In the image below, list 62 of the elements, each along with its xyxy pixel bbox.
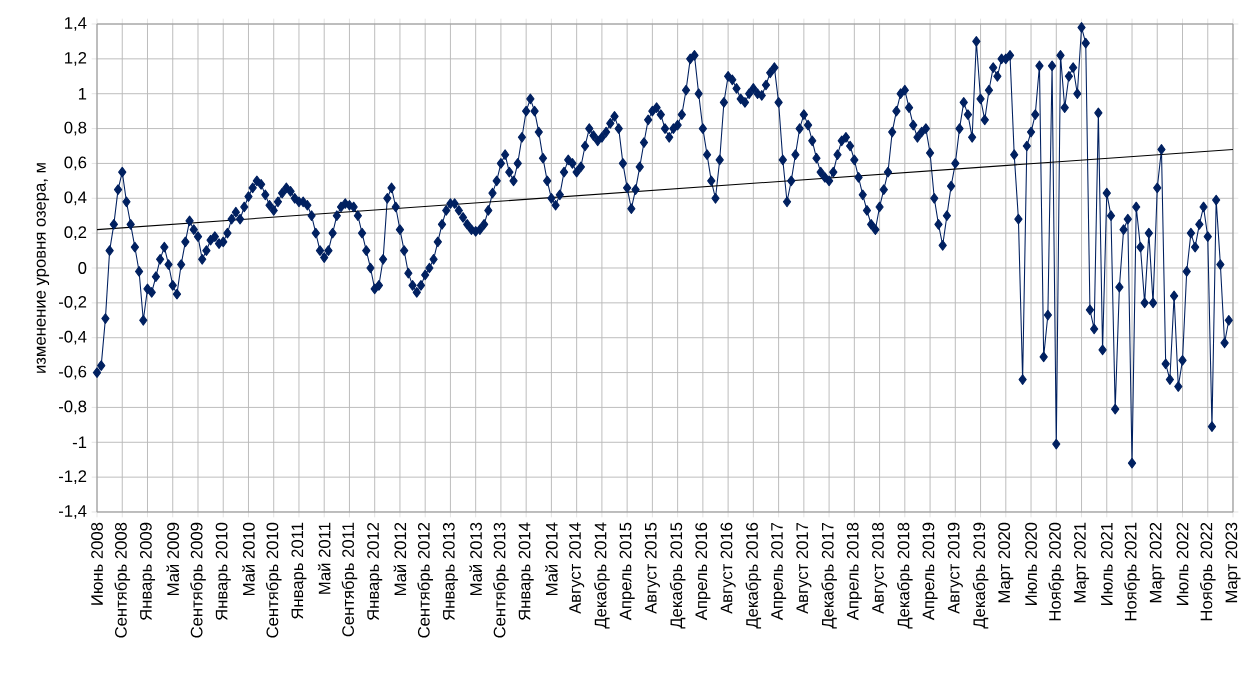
x-tick-label: Январь 2010 bbox=[215, 522, 231, 621]
x-tick-label: Декабрь 2014 bbox=[594, 522, 610, 629]
x-tick-label: Май 2012 bbox=[393, 522, 407, 596]
x-tick-label: Март 2021 bbox=[1073, 522, 1090, 603]
x-tick-label: Май 2013 bbox=[469, 522, 482, 596]
x-tick-label: Май 2014 bbox=[545, 522, 558, 596]
x-tick-label: Март 2023 bbox=[1225, 522, 1241, 603]
x-tick-label: Август 2016 bbox=[720, 522, 736, 614]
y-tick-label: -1,4 bbox=[58, 505, 87, 519]
x-tick-label: Август 2017 bbox=[796, 522, 812, 614]
x-tick-label: Сентябрь 2013 bbox=[493, 522, 509, 638]
x-tick-label: Сентябрь 2008 bbox=[114, 522, 131, 638]
x-tick-label: Август 2014 bbox=[569, 522, 585, 614]
x-tick-label: Сентябрь 2011 bbox=[341, 522, 358, 637]
x-tick-label: Август 2015 bbox=[644, 522, 660, 614]
y-tick-label: -1 bbox=[72, 436, 87, 449]
x-tick-label: Март 2022 bbox=[1149, 522, 1165, 603]
x-tick-label: Сентябрь 2010 bbox=[265, 522, 282, 638]
x-tick-label: Январь 2012 bbox=[367, 522, 383, 621]
x-tick-label: Июль 2020 bbox=[1025, 522, 1037, 605]
x-tick-label: Сентябрь 2009 bbox=[190, 522, 206, 638]
y-tick-label: 1,2 bbox=[65, 51, 87, 66]
x-tick-label: Ноябрь 2020 bbox=[1048, 522, 1065, 621]
y-tick-label: -1,2 bbox=[58, 470, 87, 485]
y-tick-label: 0,4 bbox=[64, 191, 87, 206]
x-tick-label: Декабрь 2015 bbox=[669, 522, 686, 629]
x-tick-label: Апрель 2016 bbox=[695, 522, 711, 621]
x-tick-label: Май 2011 bbox=[317, 522, 331, 594]
x-tick-label: Апрель 2017 bbox=[771, 522, 787, 621]
x-tick-label: Август 2019 bbox=[947, 522, 963, 614]
x-tick-label: Август 2018 bbox=[872, 522, 888, 614]
x-tick-label: Июнь 2008 bbox=[91, 522, 103, 605]
x-tick-label: Январь 2009 bbox=[139, 522, 156, 621]
x-tick-label: Ноябрь 2022 bbox=[1199, 522, 1216, 621]
y-tick-label: 1,4 bbox=[65, 17, 87, 31]
y-tick-label: 1 bbox=[78, 87, 87, 100]
y-tick-label: -0,8 bbox=[58, 400, 87, 415]
x-tick-label: Июль 2022 bbox=[1176, 522, 1189, 605]
y-tick-label: -0,2 bbox=[58, 295, 87, 310]
y-tick-label: -0,6 bbox=[58, 365, 87, 380]
x-tick-label: Апрель 2015 bbox=[619, 522, 635, 621]
y-tick-label: 0,8 bbox=[64, 121, 87, 136]
x-tick-label: Апрель 2019 bbox=[922, 522, 938, 621]
y-tick-label: 0,2 bbox=[64, 226, 87, 241]
x-tick-label: Март 2020 bbox=[998, 522, 1014, 603]
y-axis-title: изменение уровня озера, м bbox=[36, 163, 50, 373]
x-tick-label: Июль 2021 bbox=[1100, 522, 1113, 605]
x-tick-label: Апрель 2018 bbox=[846, 522, 862, 621]
y-tick-label: 0 bbox=[78, 262, 87, 274]
x-tick-label: Декабрь 2016 bbox=[745, 522, 762, 629]
x-tick-label: Январь 2013 bbox=[442, 522, 458, 621]
x-tick-label: Январь 2011 bbox=[291, 522, 307, 619]
y-tick-label: 0,6 bbox=[64, 156, 87, 171]
x-tick-label: Сентябрь 2012 bbox=[417, 522, 434, 638]
x-tick-label: Декабрь 2017 bbox=[821, 522, 837, 629]
x-tick-label: Декабрь 2019 bbox=[972, 522, 989, 629]
x-tick-label: Декабрь 2018 bbox=[896, 522, 913, 629]
y-tick-label: -0,4 bbox=[58, 330, 87, 345]
x-tick-label: Май 2009 bbox=[166, 522, 180, 596]
x-tick-label: Январь 2014 bbox=[518, 522, 534, 621]
x-tick-label: Май 2010 bbox=[242, 522, 255, 596]
x-tick-label: Ноябрь 2021 bbox=[1124, 522, 1140, 621]
